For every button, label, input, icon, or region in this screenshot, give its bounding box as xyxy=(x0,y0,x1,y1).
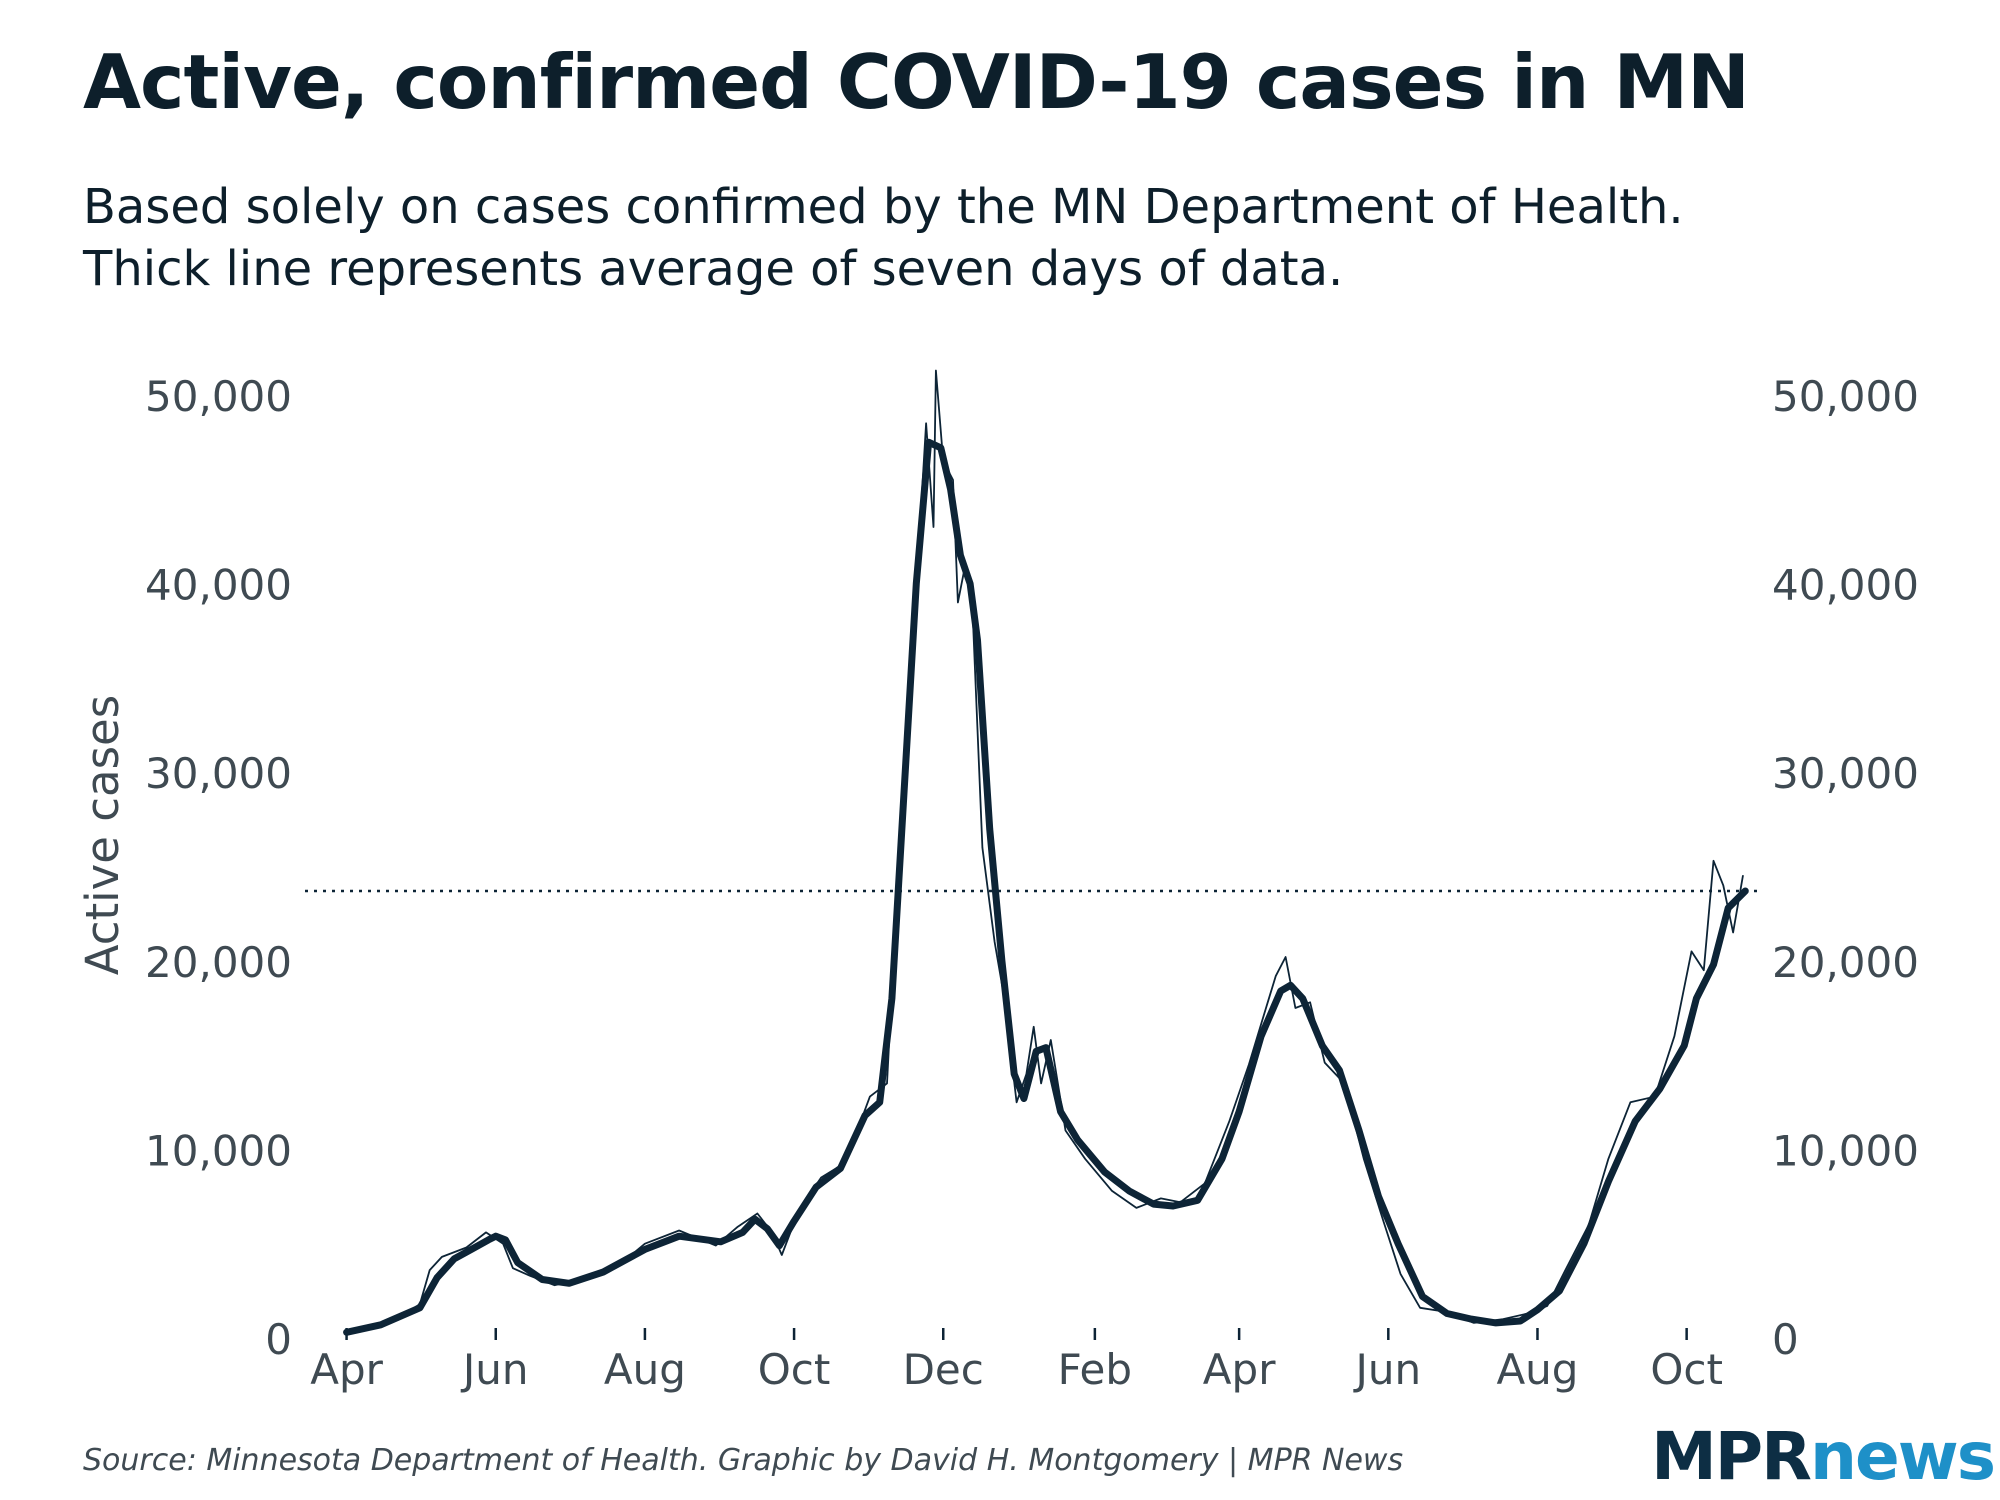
y-tick-label-left: 0 xyxy=(265,1315,292,1364)
y-tick-label-right: 0 xyxy=(1772,1315,1799,1364)
subtitle-line-2: Thick line represents average of seven d… xyxy=(83,241,1344,297)
y-tick-label-right: 10,000 xyxy=(1772,1126,1919,1175)
y-tick-label-left: 10,000 xyxy=(145,1126,292,1175)
source-note: Source: Minnesota Department of Health. … xyxy=(83,1443,1404,1478)
series-line-daily xyxy=(345,369,1744,1332)
x-tick-label: Feb xyxy=(1058,1345,1132,1394)
x-axis: Apr Jun Aug Oct Dec Feb Apr Jun Aug Oct xyxy=(310,1328,1723,1394)
chart-subtitle: Based solely on cases confirmed by the M… xyxy=(83,176,1684,300)
y-tick-label-right: 40,000 xyxy=(1772,561,1919,610)
x-tick-label: Jun xyxy=(1352,1345,1421,1394)
x-tick-label: Apr xyxy=(310,1345,383,1394)
y-tick-label-left: 50,000 xyxy=(145,372,292,421)
x-tick-label: Oct xyxy=(758,1345,831,1394)
series-line-seven-day-average xyxy=(343,438,1749,1336)
x-tick-label: Oct xyxy=(1650,1345,1723,1394)
series-layer xyxy=(343,369,1749,1336)
y-tick-label-right: 50,000 xyxy=(1772,372,1919,421)
y-axis-left: 0 10,000 20,000 30,000 40,000 50,000 xyxy=(145,372,292,1364)
x-tick-label: Apr xyxy=(1203,1345,1276,1394)
line-chart: 0 10,000 20,000 30,000 40,000 50,000 0 10,000 2… xyxy=(76,369,1919,1394)
x-tick-label: Dec xyxy=(903,1345,984,1394)
y-tick-label-right: 30,000 xyxy=(1772,749,1919,798)
mpr-news-logo: MPRnews xyxy=(1651,1418,1996,1495)
y-tick-label-right: 20,000 xyxy=(1772,938,1919,987)
y-tick-label-left: 30,000 xyxy=(145,749,292,798)
x-tick-label: Aug xyxy=(1496,1345,1578,1394)
subtitle-line-1: Based solely on cases confirmed by the M… xyxy=(83,179,1684,235)
y-tick-label-left: 40,000 xyxy=(145,561,292,610)
y-axis-right: 0 10,000 20,000 30,000 40,000 50,000 xyxy=(1772,372,1919,1364)
chart-title: Active, confirmed COVID-19 cases in MN xyxy=(83,38,1750,126)
logo-mpr: MPR xyxy=(1651,1418,1812,1495)
x-tick-label: Jun xyxy=(460,1345,529,1394)
y-axis-label: Active cases xyxy=(76,695,129,975)
x-tick-label: Aug xyxy=(604,1345,686,1394)
y-tick-label-left: 20,000 xyxy=(145,938,292,987)
logo-news: news xyxy=(1809,1418,1996,1495)
